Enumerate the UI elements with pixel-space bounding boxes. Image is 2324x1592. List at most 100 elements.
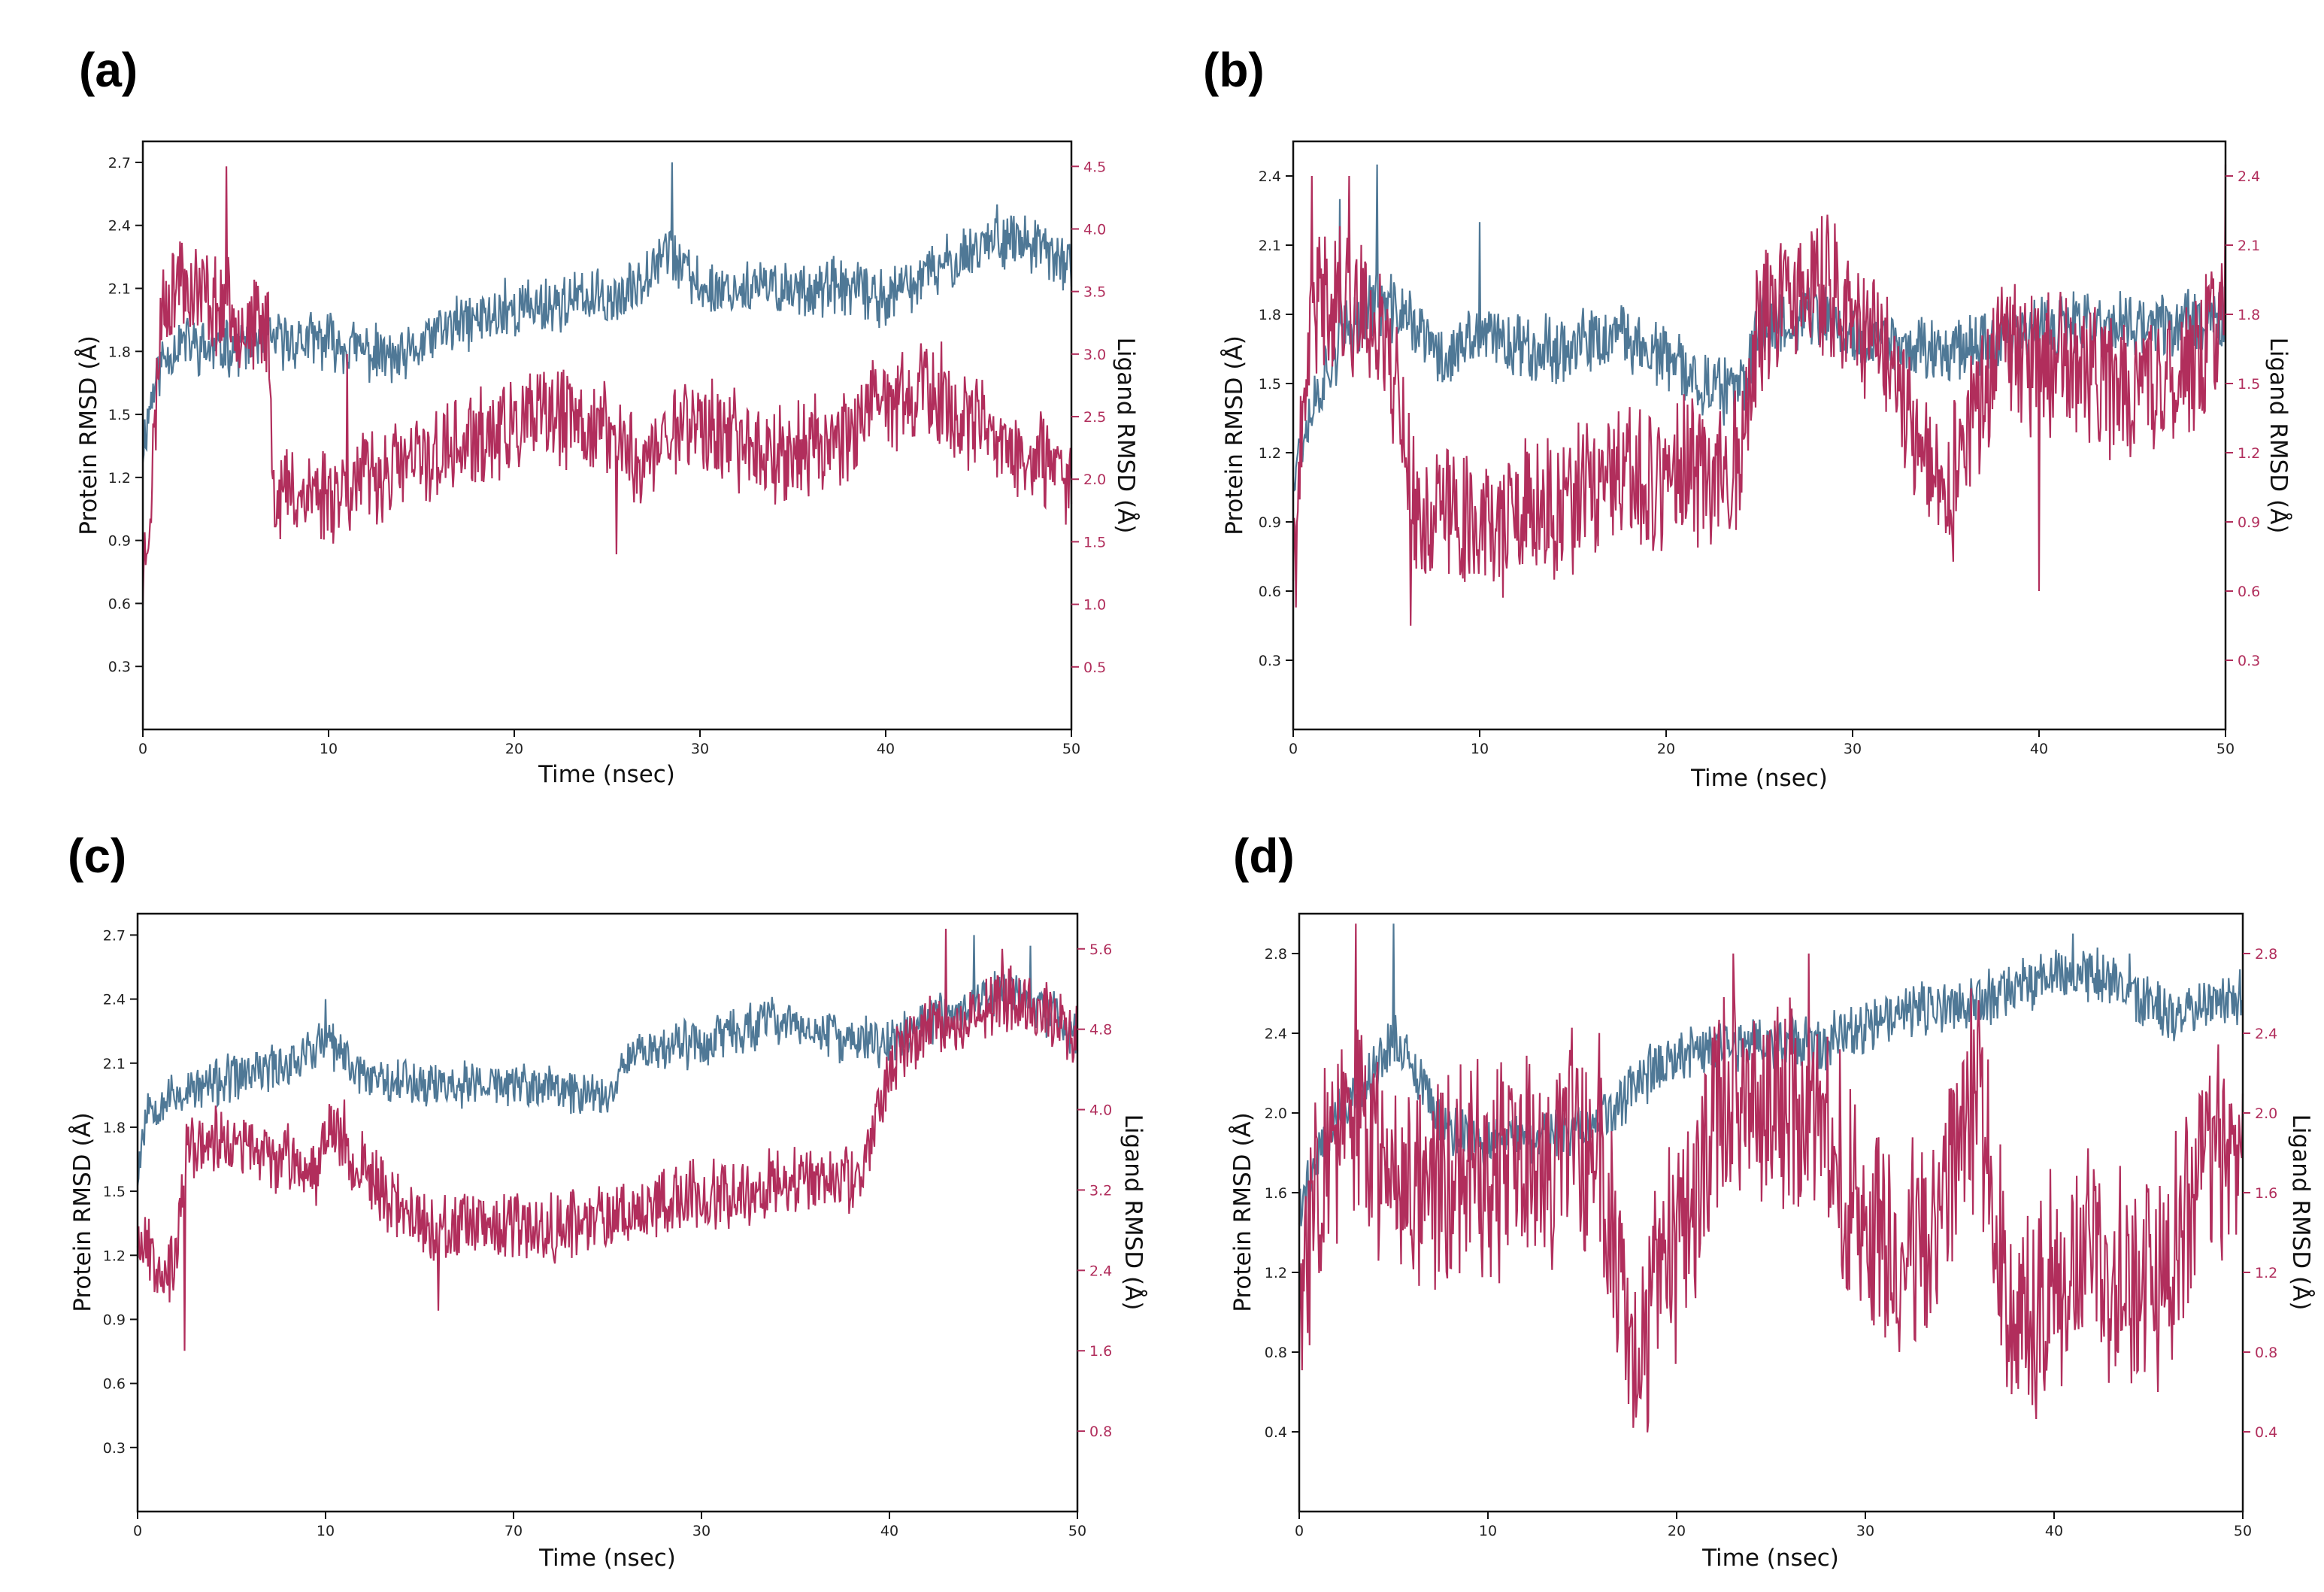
y2-tick-label: 4.0 <box>1089 1102 1112 1119</box>
left-y-axis-title: Protein RMSD (Å) <box>75 335 102 535</box>
y2-tick-label: 1.6 <box>1089 1343 1112 1360</box>
y2-tick-label: 2.1 <box>2238 238 2260 254</box>
ligand-rmsd-line <box>1292 164 2227 626</box>
x-tick-label: 30 <box>691 741 709 757</box>
y-tick-label: 0.3 <box>103 1440 126 1457</box>
y2-tick-label: 3.0 <box>1083 347 1106 363</box>
y-tick-label: 0.3 <box>1259 653 1281 669</box>
y2-tick-label: 2.0 <box>2255 1105 2277 1122</box>
x-axis-title: Time (nsec) <box>538 761 675 788</box>
y2-tick-label: 0.8 <box>2255 1345 2277 1361</box>
plot-frame <box>1298 912 2244 1513</box>
right-y-axis-ticks: 0.4 0.8 1.2 1.6 2.0 2.4 2.8 <box>2243 946 2277 1441</box>
x-tick-label: 10 <box>317 1523 335 1539</box>
y-tick-label: 1.8 <box>1259 307 1281 323</box>
x-tick-label: 0 <box>133 1523 142 1539</box>
y-tick-label: 2.4 <box>1259 168 1281 185</box>
y-tick-label: 1.6 <box>1265 1185 1287 1202</box>
chart-panel-a: (a) 0 10 20 30 40 50 0.3 0.6 0.9 1.2 1.5 1.8 2.1 2.4… <box>75 43 1139 788</box>
y-tick-label: 2.7 <box>103 927 126 944</box>
x-tick-label: 50 <box>2234 1523 2252 1539</box>
x-tick-label: 30 <box>1856 1523 1874 1539</box>
x-tick-label: 10 <box>320 741 338 757</box>
left-y-axis-ticks: 0.3 0.6 0.9 1.2 1.5 1.8 2.1 2.4 2.7 <box>108 155 143 675</box>
x-tick-label: 50 <box>2216 741 2235 757</box>
y-tick-label: 2.4 <box>103 992 126 1008</box>
x-tick-label: 40 <box>877 741 895 757</box>
x-tick-label: 0 <box>1295 1523 1304 1539</box>
y-tick-label: 0.4 <box>1265 1424 1287 1441</box>
left-y-axis-title: Protein RMSD (Å) <box>69 1112 96 1312</box>
y2-tick-label: 3.5 <box>1083 284 1106 301</box>
panel-label-c: (c) <box>68 829 126 883</box>
y-tick-label: 2.1 <box>1259 238 1281 254</box>
x-axis-ticks: 0 10 20 30 40 50 <box>1295 1512 2252 1539</box>
x-tick-label: 50 <box>1062 741 1080 757</box>
left-y-axis-ticks: 0.4 0.8 1.2 1.6 2.0 2.4 2.8 <box>1265 946 1299 1441</box>
y-tick-label: 2.4 <box>108 218 131 235</box>
left-y-axis-ticks: 0.3 0.6 0.9 1.2 1.5 1.8 2.1 2.4 <box>1259 168 1293 669</box>
y2-tick-label: 0.3 <box>2238 653 2260 669</box>
x-tick-label: 20 <box>505 741 523 757</box>
y-tick-label: 2.7 <box>108 155 131 171</box>
y-tick-label: 2.4 <box>1265 1026 1287 1042</box>
y-tick-label: 1.8 <box>103 1120 126 1136</box>
y2-tick-label: 0.9 <box>2238 514 2260 531</box>
y2-tick-label: 1.8 <box>2238 307 2260 323</box>
x-tick-label: 10 <box>1479 1523 1497 1539</box>
plot-frame <box>136 912 1079 1513</box>
y-tick-label: 0.6 <box>103 1376 126 1393</box>
plot-frame <box>141 140 1073 731</box>
y2-tick-label: 0.8 <box>1089 1424 1112 1440</box>
x-tick-label: 10 <box>1471 741 1489 757</box>
left-y-axis-title: Protein RMSD (Å) <box>1229 1112 1256 1312</box>
y-tick-label: 1.2 <box>1265 1265 1287 1281</box>
y-tick-label: 1.2 <box>103 1248 126 1264</box>
y-tick-label: 0.9 <box>1259 514 1281 531</box>
y2-tick-label: 1.5 <box>2238 376 2260 393</box>
left-y-axis-ticks: 0.3 0.6 0.9 1.2 1.5 1.8 2.1 2.4 2.7 <box>103 927 138 1457</box>
right-y-axis-ticks: 0.3 0.6 0.9 1.2 1.5 1.8 2.1 2.4 <box>2226 168 2260 669</box>
x-axis-title: Time (nsec) <box>538 1545 676 1572</box>
y-tick-label: 0.9 <box>108 533 131 550</box>
right-y-axis-title: Ligand RMSD (Å) <box>2287 1114 2314 1311</box>
y2-tick-label: 4.5 <box>1083 159 1106 175</box>
x-axis-title: Time (nsec) <box>1690 765 1828 792</box>
y2-tick-label: 2.4 <box>2238 168 2260 185</box>
y-tick-label: 0.6 <box>108 596 131 612</box>
y-tick-label: 1.5 <box>103 1184 126 1200</box>
x-axis-ticks: 0 10 20 30 40 50 <box>138 729 1080 757</box>
y-tick-label: 1.2 <box>108 470 131 487</box>
y-tick-label: 0.3 <box>108 659 131 675</box>
x-axis-ticks: 0 10 20 30 40 50 <box>1289 729 2235 757</box>
y-tick-label: 0.6 <box>1259 584 1281 600</box>
panel-label-d: (d) <box>1233 829 1295 883</box>
y2-tick-label: 2.4 <box>1089 1263 1112 1279</box>
x-tick-label: 40 <box>2030 741 2048 757</box>
right-y-axis-ticks: 0.5 1.0 1.5 2.0 2.5 3.0 3.5 4.0 4.5 <box>1071 159 1106 676</box>
x-tick-label: 30 <box>1844 741 1862 757</box>
y2-tick-label: 2.0 <box>1083 472 1106 488</box>
x-tick-label: 40 <box>880 1523 898 1539</box>
protein-rmsd-line <box>141 162 1073 463</box>
y2-tick-label: 1.5 <box>1083 534 1106 550</box>
y2-tick-label: 2.4 <box>2255 1026 2277 1042</box>
x-tick-label: 70 <box>504 1523 523 1539</box>
x-tick-label: 50 <box>1068 1523 1086 1539</box>
y2-tick-label: 1.6 <box>2255 1185 2277 1202</box>
y2-tick-label: 4.0 <box>1083 221 1106 238</box>
y2-tick-label: 1.0 <box>1083 597 1106 614</box>
y-tick-label: 0.8 <box>1265 1345 1287 1361</box>
y-tick-label: 1.5 <box>108 407 131 423</box>
y2-tick-label: 2.5 <box>1083 409 1106 426</box>
y2-tick-label: 1.2 <box>2255 1265 2277 1281</box>
x-tick-label: 30 <box>692 1523 711 1539</box>
x-tick-label: 0 <box>138 741 147 757</box>
y2-tick-label: 1.2 <box>2238 445 2260 462</box>
ligand-rmsd-line <box>136 928 1079 1351</box>
x-axis-title: Time (nsec) <box>1701 1545 1839 1572</box>
chart-panel-d: (d) 0 10 20 30 40 50 0.4 0.8 1.2 1.6 2.0 2.4 2.8 0.… <box>1229 829 2314 1572</box>
x-tick-label: 20 <box>1657 741 1675 757</box>
y2-tick-label: 3.2 <box>1089 1182 1112 1199</box>
left-y-axis-title: Protein RMSD (Å) <box>1221 335 1248 535</box>
